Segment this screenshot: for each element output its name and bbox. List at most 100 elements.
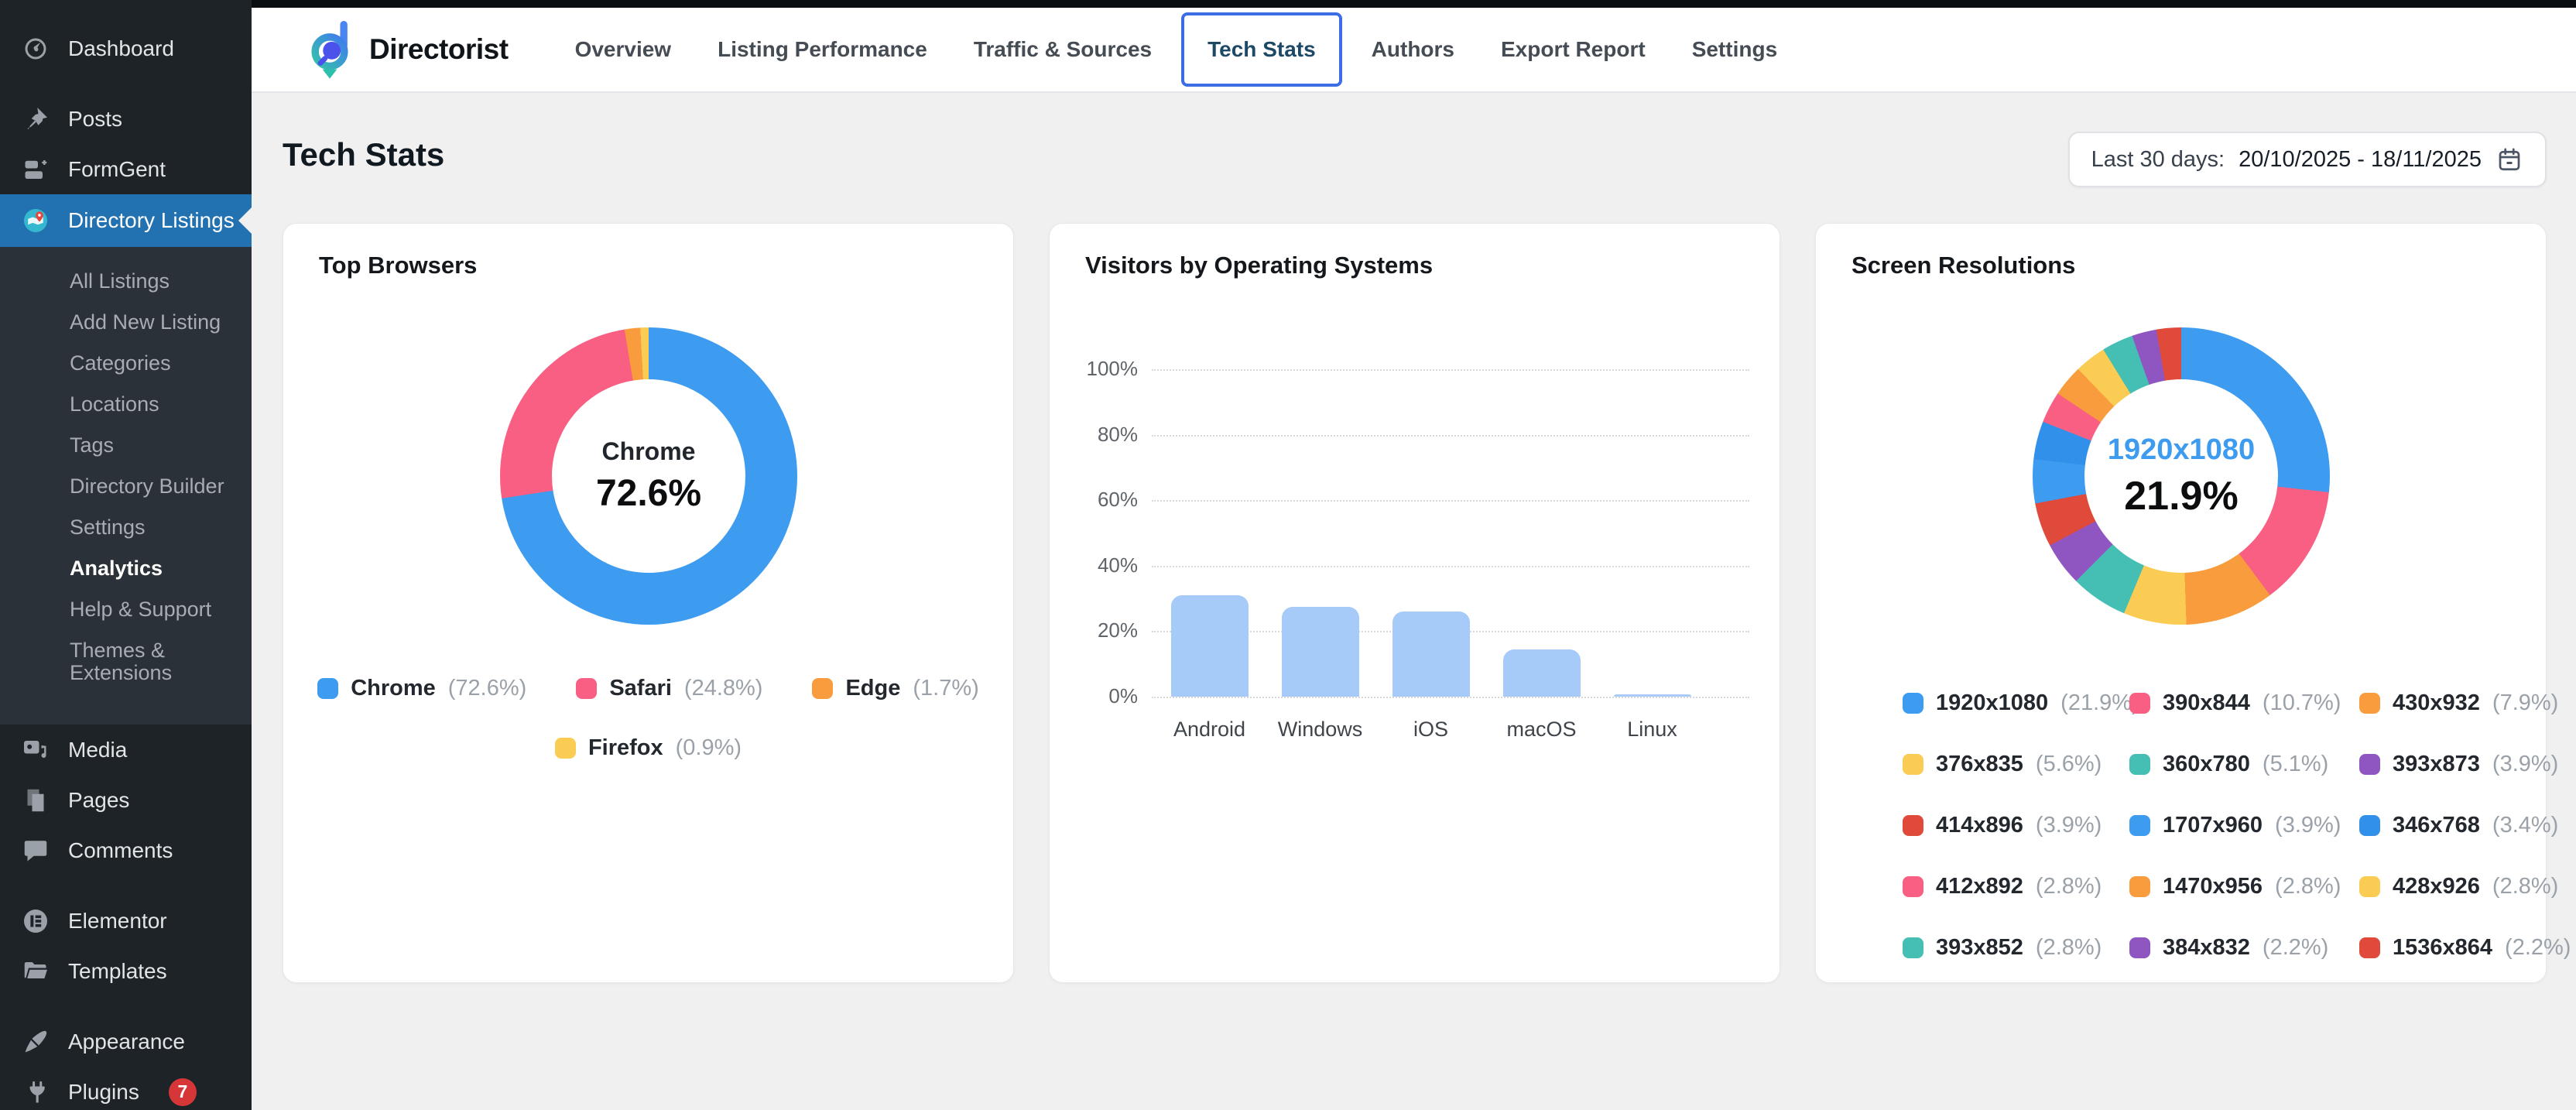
legend-label: 428x926 bbox=[2393, 874, 2480, 899]
sidebar-item-label: Pages bbox=[68, 787, 130, 812]
legend-item-384x832[interactable]: 384x832 (2.2%) bbox=[2129, 935, 2359, 961]
legend-percent: (2.8%) bbox=[2275, 874, 2341, 899]
legend-item-1707x960[interactable]: 1707x960 (3.9%) bbox=[2129, 813, 2359, 838]
elementor-icon bbox=[20, 906, 51, 937]
sidebar-item-elementor[interactable]: Elementor bbox=[0, 896, 252, 946]
legend-swatch bbox=[1903, 754, 1923, 775]
gridline-60pct bbox=[1152, 500, 1749, 502]
sidebar-subitem-settings[interactable]: Settings bbox=[70, 516, 146, 539]
legend-label: Chrome bbox=[351, 676, 436, 701]
x-tick-label-ios: iOS bbox=[1413, 718, 1448, 741]
legend-item-390x844[interactable]: 390x844 (10.7%) bbox=[2129, 690, 2359, 716]
legend-percent: (7.9%) bbox=[2492, 690, 2559, 715]
sidebar-subitem-directory-builder[interactable]: Directory Builder bbox=[70, 474, 224, 498]
legend-item-1536x864[interactable]: 1536x864 (2.2%) bbox=[2359, 935, 2571, 961]
legend-item-412x892[interactable]: 412x892 (2.8%) bbox=[1903, 874, 2129, 899]
legend-label: 360x780 bbox=[2163, 752, 2250, 776]
legend-percent: (3.9%) bbox=[2275, 813, 2341, 838]
sidebar-subitem-tags[interactable]: Tags bbox=[70, 433, 115, 457]
plug-icon bbox=[20, 1077, 51, 1108]
legend-swatch bbox=[1903, 693, 1923, 714]
legend-label: Edge bbox=[845, 676, 901, 701]
sidebar-subitem-all-listings[interactable]: All Listings bbox=[70, 269, 170, 293]
legend-label: 376x835 bbox=[1936, 752, 2023, 776]
top-browsers-card: Top Browsers Chrome 72.6% Chrome (72.6%) S… bbox=[283, 223, 1014, 983]
legend-percent: (2.2%) bbox=[2505, 935, 2571, 960]
sidebar-item-dashboard[interactable]: Dashboard bbox=[0, 23, 252, 74]
legend-label: Safari bbox=[609, 676, 672, 701]
legend-item-414x896[interactable]: 414x896 (3.9%) bbox=[1903, 813, 2129, 838]
sidebar-item-templates[interactable]: Templates bbox=[0, 946, 252, 996]
legend-percent: (72.6%) bbox=[447, 676, 527, 701]
sidebar-item-label: Plugins bbox=[68, 1079, 139, 1104]
folder-icon bbox=[20, 956, 51, 987]
bar-linux bbox=[1613, 694, 1691, 697]
legend-percent: (5.1%) bbox=[2262, 752, 2329, 776]
legend-percent: (24.8%) bbox=[683, 676, 763, 701]
legend-swatch bbox=[1903, 815, 1923, 836]
sidebar-subitem-add-new-listing[interactable]: Add New Listing bbox=[70, 310, 221, 334]
legend-percent: (21.9%) bbox=[2060, 690, 2139, 715]
screen-resolutions-card: Screen Resolutions 1920x1080 21.9% 1920x… bbox=[1815, 223, 2571, 983]
legend-swatch bbox=[2359, 815, 2380, 836]
legend-item-1920x1080[interactable]: 1920x1080 (21.9%) bbox=[1903, 690, 2139, 716]
legend-swatch bbox=[812, 678, 834, 699]
date-range-picker[interactable]: Last 30 days: 20/10/2025 - 18/11/2025 bbox=[2067, 132, 2547, 187]
tab-traffic-sources[interactable]: Traffic & Sources bbox=[973, 37, 1153, 61]
legend-item-430x932[interactable]: 430x932 (7.9%) bbox=[2359, 690, 2571, 716]
form-icon bbox=[20, 154, 51, 185]
card-title: Top Browsers bbox=[319, 252, 478, 279]
tab-settings[interactable]: Settings bbox=[1691, 37, 1778, 61]
pages-icon bbox=[20, 785, 51, 816]
legend-item-360x780[interactable]: 360x780 (5.1%) bbox=[2129, 752, 2359, 777]
legend-swatch bbox=[2129, 693, 2150, 714]
sidebar-item-formgent[interactable]: FormGent bbox=[0, 144, 252, 194]
sidebar-subitem-themes-extensions[interactable]: Themes & Extensions bbox=[70, 639, 173, 684]
sidebar-subitem-help-support[interactable]: Help & Support bbox=[70, 598, 212, 621]
card-title: Screen Resolutions bbox=[1852, 252, 2076, 279]
tab-listing-performance[interactable]: Listing Performance bbox=[718, 37, 927, 61]
legend-label: 1470x956 bbox=[2163, 874, 2263, 899]
legend-item-346x768[interactable]: 346x768 (3.4%) bbox=[2359, 813, 2571, 838]
tab-overview[interactable]: Overview bbox=[574, 37, 672, 61]
legend-label: 1536x864 bbox=[2393, 935, 2493, 960]
legend-label: 384x832 bbox=[2163, 935, 2250, 960]
legend-item-1470x956[interactable]: 1470x956 (2.8%) bbox=[2129, 874, 2359, 899]
legend-item-376x835[interactable]: 376x835 (5.6%) bbox=[1903, 752, 2129, 777]
legend-item-428x926[interactable]: 428x926 (2.8%) bbox=[2359, 874, 2571, 899]
plugin-header: Directorist Overview Listing Performance T… bbox=[252, 8, 2576, 93]
sidebar-item-media[interactable]: Media bbox=[0, 725, 252, 775]
sidebar-item-directory-listings[interactable]: Directory Listings bbox=[0, 194, 252, 247]
legend-row: Chrome (72.6%) Safari (24.8%) Edge (1.7%) bbox=[317, 676, 979, 701]
legend-percent: (0.9%) bbox=[675, 735, 742, 760]
sidebar-item-label: Elementor bbox=[68, 908, 167, 933]
tab-authors[interactable]: Authors bbox=[1371, 37, 1454, 61]
sidebar-item-posts[interactable]: Posts bbox=[0, 94, 252, 144]
legend-item-edge[interactable]: Edge (1.7%) bbox=[812, 676, 979, 701]
sidebar-item-plugins[interactable]: Plugins 7 bbox=[0, 1067, 252, 1110]
gridline-40pct bbox=[1152, 565, 1749, 567]
gridline-80pct bbox=[1152, 434, 1749, 437]
legend-swatch bbox=[554, 738, 576, 759]
sidebar-item-appearance[interactable]: Appearance bbox=[0, 1016, 252, 1067]
legend-label: 390x844 bbox=[2163, 690, 2250, 715]
legend-swatch bbox=[2129, 937, 2150, 958]
sidebar-item-label: Appearance bbox=[68, 1029, 186, 1053]
legend-item-firefox[interactable]: Firefox (0.9%) bbox=[554, 735, 742, 761]
tab-export-report[interactable]: Export Report bbox=[1501, 37, 1646, 61]
sidebar-item-pages[interactable]: Pages bbox=[0, 775, 252, 825]
legend-item-safari[interactable]: Safari (24.8%) bbox=[576, 676, 762, 701]
tab-tech-stats[interactable]: Tech Stats bbox=[1181, 12, 1342, 87]
sidebar-subitem-locations[interactable]: Locations bbox=[70, 392, 159, 416]
sidebar-subitem-categories[interactable]: Categories bbox=[70, 351, 171, 375]
legend-item-393x852[interactable]: 393x852 (2.8%) bbox=[1903, 935, 2129, 961]
donut-center-name: 1920x1080 bbox=[2107, 433, 2256, 466]
bar-ios bbox=[1392, 612, 1470, 697]
sidebar-subitem-analytics[interactable]: Analytics bbox=[70, 557, 163, 580]
browsers-donut-chart: Chrome 72.6% bbox=[500, 327, 797, 625]
legend-item-chrome[interactable]: Chrome (72.6%) bbox=[317, 676, 526, 701]
donut-hole bbox=[552, 379, 745, 573]
legend-item-393x873[interactable]: 393x873 (3.9%) bbox=[2359, 752, 2571, 777]
sidebar-item-comments[interactable]: Comments bbox=[0, 825, 252, 875]
legend-percent: (5.6%) bbox=[2035, 752, 2102, 776]
